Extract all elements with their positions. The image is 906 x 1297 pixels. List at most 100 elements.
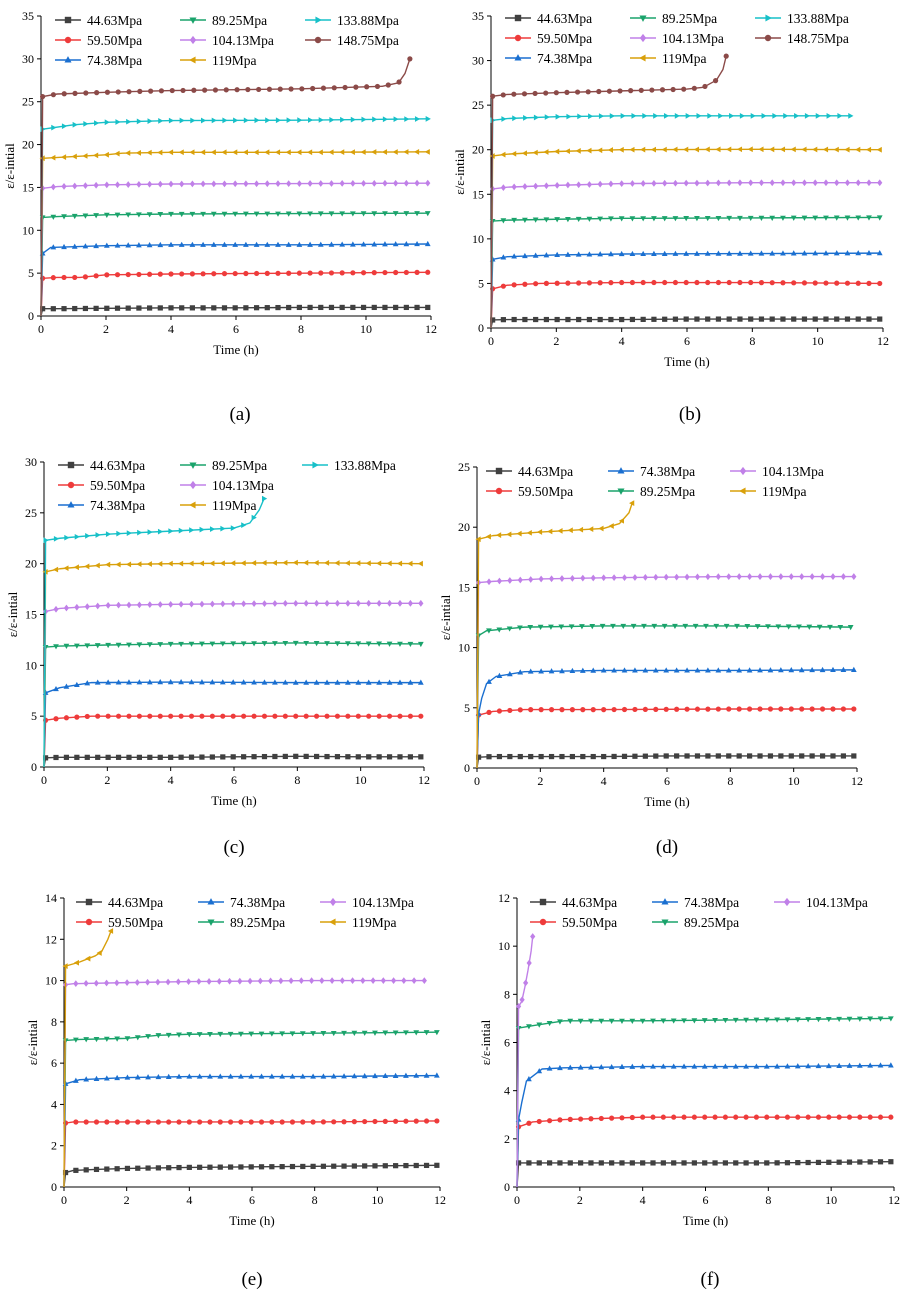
data-point <box>578 1116 584 1122</box>
data-point <box>210 211 217 217</box>
x-tick-label: 2 <box>103 322 109 336</box>
data-point <box>743 1114 749 1120</box>
data-point <box>53 685 59 692</box>
data-point <box>681 1160 687 1166</box>
data-point <box>126 713 132 719</box>
data-point <box>744 624 751 630</box>
legend-marker <box>539 898 547 906</box>
data-point <box>528 576 534 583</box>
data-point <box>146 149 152 156</box>
data-point <box>253 305 260 311</box>
data-point <box>812 316 818 322</box>
data-point <box>72 121 78 128</box>
data-point <box>575 148 581 154</box>
data-point <box>307 304 313 311</box>
data-point <box>238 1119 244 1125</box>
data-point <box>382 304 388 311</box>
data-point <box>219 679 226 685</box>
data-point <box>376 599 382 607</box>
data-point <box>355 679 362 685</box>
data-point <box>114 272 121 278</box>
data-point <box>702 1160 708 1166</box>
data-point <box>339 977 345 984</box>
data-point <box>597 216 604 222</box>
data-point <box>371 179 377 187</box>
legend-label: 59.50Mpa <box>87 33 142 48</box>
data-point <box>360 241 367 247</box>
legend-label: 148.75Mpa <box>787 31 849 46</box>
data-point <box>146 561 152 567</box>
data-point <box>694 706 701 712</box>
data-point <box>621 574 628 581</box>
legend-label: 44.63Mpa <box>108 895 163 910</box>
data-point <box>507 707 513 714</box>
data-point <box>303 753 309 759</box>
series-line <box>476 625 851 769</box>
data-point <box>517 625 523 631</box>
data-point <box>158 117 164 124</box>
data-point <box>830 753 836 759</box>
data-point <box>674 112 681 119</box>
data-point <box>753 1063 760 1069</box>
data-point <box>104 305 110 311</box>
data-point <box>413 1162 419 1169</box>
data-point <box>640 146 646 153</box>
data-point <box>393 179 399 187</box>
data-point <box>124 1074 131 1080</box>
data-point <box>729 112 735 119</box>
data-point <box>692 623 699 630</box>
data-point <box>532 217 539 223</box>
data-point <box>671 1160 677 1166</box>
series-line <box>476 502 633 769</box>
series-119Mpa <box>489 146 882 329</box>
legend-label: 44.63Mpa <box>518 464 573 479</box>
data-point <box>334 713 341 719</box>
data-point <box>490 93 496 99</box>
legend-label: 59.50Mpa <box>562 915 617 930</box>
data-point <box>565 280 571 286</box>
data-point <box>299 1073 306 1079</box>
data-point <box>580 707 586 713</box>
data-point <box>241 754 247 760</box>
data-point <box>230 600 236 608</box>
data-point <box>115 754 122 760</box>
data-point <box>521 150 527 157</box>
legend-marker <box>617 467 625 474</box>
data-point <box>209 754 215 760</box>
data-point <box>576 181 582 189</box>
data-point <box>743 1017 749 1023</box>
data-point <box>94 120 100 126</box>
data-point <box>288 86 294 92</box>
data-point <box>307 241 313 247</box>
data-point <box>297 117 303 124</box>
x-tick-label: 12 <box>425 322 437 336</box>
data-point <box>851 706 857 712</box>
data-point <box>135 1119 141 1125</box>
data-point <box>500 254 507 260</box>
data-point <box>83 90 89 96</box>
data-point <box>693 146 700 153</box>
legend-entry: 44.63Mpa <box>486 464 573 479</box>
y-tick-label: 20 <box>22 138 34 152</box>
data-point <box>126 118 132 125</box>
data-point <box>567 1018 574 1024</box>
data-point <box>557 1019 563 1025</box>
data-point <box>694 179 700 187</box>
data-point <box>371 211 378 217</box>
data-point <box>188 560 194 567</box>
data-point <box>774 1063 780 1069</box>
data-point <box>726 279 732 286</box>
data-point <box>833 250 840 256</box>
data-point <box>345 754 351 760</box>
data-point <box>372 1163 378 1169</box>
data-point <box>186 1073 193 1079</box>
series-119Mpa <box>42 559 423 768</box>
legend-label: 74.38Mpa <box>537 51 592 66</box>
y-axis-title: ε/ε-intial <box>5 591 20 637</box>
data-point <box>74 533 80 540</box>
data-point <box>597 280 603 286</box>
data-point <box>564 148 570 155</box>
data-point <box>93 273 99 279</box>
data-point <box>196 978 202 985</box>
data-point <box>475 754 482 760</box>
